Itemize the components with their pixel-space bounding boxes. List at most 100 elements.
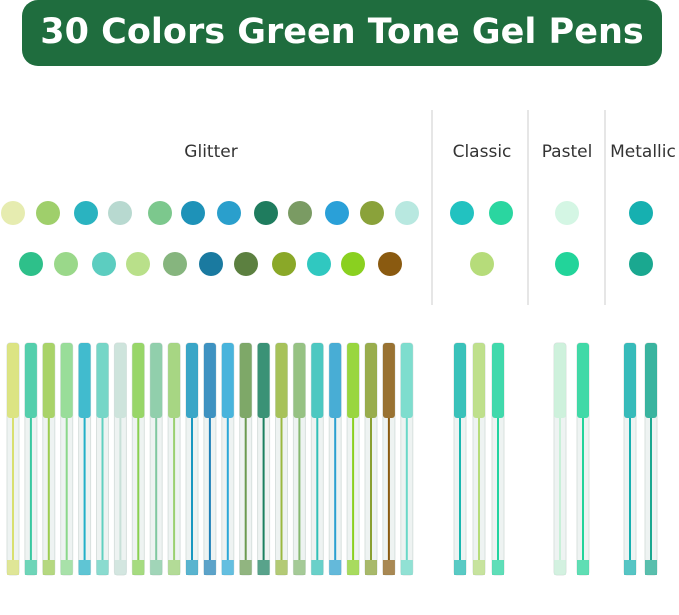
section-label: Glitter [184,142,237,162]
pen-cap [60,343,73,418]
color-swatch [108,201,132,225]
color-swatch [341,252,365,276]
color-swatch [325,201,349,225]
pen-cap [624,343,636,418]
color-swatch [288,201,312,225]
title: 30 Colors Green Tone Gel Pens [40,12,643,52]
pen-cap [257,343,270,418]
pen-tip [7,560,19,575]
section-label: Classic [453,142,512,162]
pen-cap [311,343,324,418]
pens [6,342,658,576]
pen-tip [203,560,216,575]
pen-tip [150,560,163,575]
color-swatch [272,252,296,276]
swatches [1,201,653,276]
pen-cap [78,343,91,418]
color-swatch [629,201,653,225]
color-swatch [450,201,474,225]
pen-tip [365,560,377,575]
pen-cap [275,343,288,418]
color-swatch [148,201,172,225]
pen-cap [347,343,360,418]
color-swatch [36,201,60,225]
pen-tip [221,560,234,575]
pen-cap [42,343,55,418]
color-swatch [254,201,278,225]
pen-cap [492,343,504,418]
pen-tip [329,560,342,575]
color-swatch [54,252,78,276]
pen-tip [275,560,288,575]
pen-cap [382,343,395,418]
pen-cap [186,343,198,418]
pen-tip [239,560,252,575]
pen-cap [473,343,485,418]
pen-tip [492,560,504,575]
pen-cap [329,343,342,418]
pen-tip [257,560,270,575]
pen-tip [186,560,198,575]
color-swatch [489,201,513,225]
color-swatch [470,252,494,276]
color-swatch [307,252,331,276]
pen-tip [382,560,395,575]
pen-cap [203,343,216,418]
color-swatch [360,201,384,225]
pen-cap [400,343,413,418]
section-label: Pastel [542,142,593,162]
pen-cap [239,343,252,418]
pen-tip [132,560,145,575]
pen-tip [42,560,55,575]
pen-tip [347,560,360,575]
pen-cap [150,343,163,418]
color-swatch [629,252,653,276]
pen-tip [311,560,324,575]
pen-tip [577,560,589,575]
title-banner [22,0,662,66]
color-swatch [555,252,579,276]
color-swatch [181,201,205,225]
pen-cap [114,343,127,418]
color-swatch [395,201,419,225]
color-swatch [74,201,98,225]
color-swatch [1,201,25,225]
color-swatch [19,252,43,276]
pen-tip [168,560,181,575]
pen-cap [577,343,589,418]
pen-tip [554,560,566,575]
color-swatch [234,252,258,276]
color-swatch [92,252,116,276]
pen-cap [221,343,234,418]
pen-cap [96,343,109,418]
pen-cap [7,343,19,418]
color-swatch [199,252,223,276]
pen-cap [132,343,145,418]
pen-tip [400,560,413,575]
pen-tip [24,560,37,575]
pen-tip [96,560,109,575]
color-swatch [163,252,187,276]
section-label: Metallic [610,142,676,162]
pen-tip [293,560,306,575]
pen-cap [24,343,37,418]
pen-tip [78,560,91,575]
pen-tip [454,560,466,575]
pen-tip [473,560,485,575]
color-swatch [378,252,402,276]
pen-cap [293,343,306,418]
pen-tip [60,560,73,575]
pen-tip [645,560,657,575]
pen-tip [624,560,636,575]
pen-cap [554,343,566,418]
pen-cap [645,343,657,418]
pen-cap [365,343,377,418]
pen-tip [114,560,127,575]
color-swatch [555,201,579,225]
pen-cap [454,343,466,418]
pen-cap [168,343,181,418]
color-swatch [217,201,241,225]
color-swatch [126,252,150,276]
